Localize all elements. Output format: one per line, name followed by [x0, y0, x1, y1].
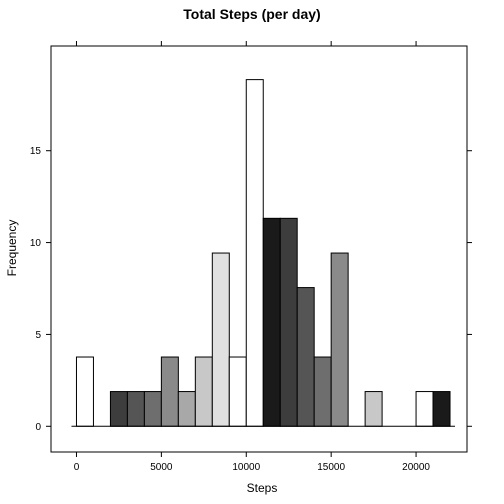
- histogram-bar-14: [313, 356, 332, 427]
- y-tick-label: 5: [35, 330, 41, 341]
- y-tick-label: 0: [35, 422, 41, 433]
- plot-panel-border: [50, 45, 468, 453]
- histogram-bar-7: [194, 356, 213, 427]
- histogram-bar-6: [177, 391, 196, 427]
- histogram-bar-21: [432, 391, 451, 427]
- y-tick-label: 10: [30, 238, 42, 249]
- histogram-bar-2: [109, 391, 128, 427]
- histogram-bar-8: [211, 252, 230, 427]
- bars-group: [75, 79, 451, 427]
- y-tick-label: 15: [30, 146, 42, 157]
- y-axis: 0 5 10 15: [30, 146, 472, 433]
- x-tick-label: 20000: [402, 462, 430, 473]
- chart-title: Total Steps (per day): [183, 6, 320, 22]
- histogram-bar-10: [245, 79, 264, 427]
- histogram-bar-20: [415, 391, 434, 427]
- x-axis: 0 5000 10000 15000 20000: [74, 41, 430, 473]
- histogram-bar-0: [75, 356, 94, 427]
- histogram-bar-13: [296, 287, 315, 427]
- histogram-bar-17: [364, 391, 383, 427]
- x-axis-label: Steps: [247, 481, 278, 495]
- x-tick-label: 5000: [150, 462, 173, 473]
- histogram-bar-3: [126, 391, 145, 427]
- x-tick-label: 0: [74, 462, 80, 473]
- histogram-bar-11: [262, 217, 281, 427]
- histogram-bar-12: [279, 217, 298, 427]
- histogram-bar-15: [330, 252, 349, 427]
- y-axis-label: Frequency: [5, 220, 19, 277]
- histogram-bar-4: [143, 391, 162, 427]
- x-tick-label: 10000: [232, 462, 260, 473]
- x-tick-label: 15000: [317, 462, 345, 473]
- histogram-bar-9: [228, 356, 247, 427]
- histogram-bar-5: [160, 356, 179, 427]
